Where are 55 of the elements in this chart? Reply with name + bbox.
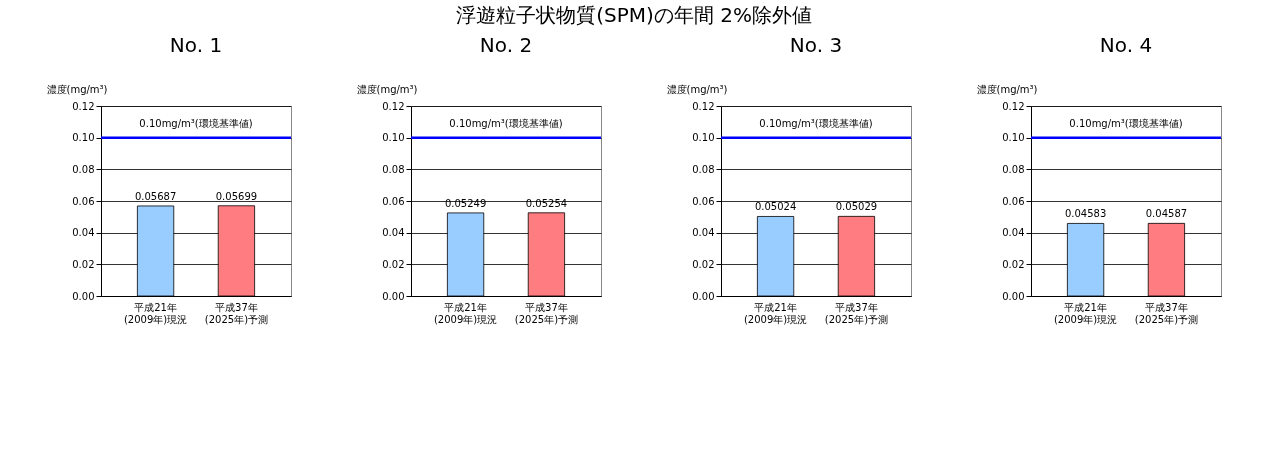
data-label: 0.04583 — [1064, 208, 1107, 220]
y-tick-label: 0.02 — [692, 258, 715, 270]
data-label: 0.05699 — [215, 190, 258, 202]
y-tick-label: 0.12 — [1002, 100, 1025, 112]
y-tick-label: 0.06 — [692, 195, 715, 207]
y-tick-label: 0.12 — [72, 100, 95, 112]
x-tick-label: 平成21年 (2009年)現況 — [123, 301, 188, 325]
y-tick-label: 0.06 — [72, 195, 95, 207]
chart-title: No. 4 — [1099, 33, 1153, 57]
y-tick-label: 0.00 — [1002, 290, 1025, 302]
y-tick-label: 0.06 — [382, 195, 405, 207]
y-axis-title: 濃度(mg/m³) — [976, 83, 1038, 95]
data-label: 0.04587 — [1145, 208, 1188, 220]
y-tick-label: 0.02 — [1002, 258, 1025, 270]
y-tick-label: 0.04 — [1002, 227, 1025, 239]
y-tick-label: 0.12 — [382, 100, 405, 112]
y-tick-label: 0.02 — [72, 258, 95, 270]
chart-title: No. 2 — [479, 33, 533, 57]
y-tick-label: 0.06 — [1002, 195, 1025, 207]
data-label: 0.05029 — [835, 201, 878, 213]
y-tick-label: 0.04 — [382, 227, 405, 239]
data-label: 0.05024 — [754, 201, 797, 213]
y-axis-title: 濃度(mg/m³) — [356, 83, 418, 95]
y-tick-label: 0.00 — [692, 290, 715, 302]
y-tick-label: 0.00 — [72, 290, 95, 302]
x-tick-label: 平成37年 (2025年)予測 — [514, 301, 579, 325]
chart-title: No. 3 — [789, 33, 843, 57]
ref-line-label: 0.10mg/m³(環境基準値) — [139, 117, 253, 129]
y-axis-title: 濃度(mg/m³) — [46, 83, 108, 95]
y-tick-label: 0.08 — [382, 163, 405, 175]
x-tick-label: 平成21年 (2009年)現況 — [1053, 301, 1118, 325]
chart-title: No. 1 — [169, 33, 223, 57]
ref-line-label: 0.10mg/m³(環境基準値) — [449, 117, 563, 129]
y-tick-label: 0.04 — [72, 227, 95, 239]
y-tick-label: 0.04 — [692, 227, 715, 239]
x-tick-label: 平成37年 (2025年)予測 — [204, 301, 269, 325]
text: 浮遊粒子状物質(SPM)の年間 2%除外値 — [456, 2, 812, 27]
y-tick-label: 0.00 — [382, 290, 405, 302]
y-tick-label: 0.10 — [1002, 132, 1025, 144]
y-tick-label: 0.10 — [692, 132, 715, 144]
y-tick-label: 0.10 — [72, 132, 95, 144]
y-tick-label: 0.10 — [382, 132, 405, 144]
y-tick-label: 0.12 — [692, 100, 715, 112]
x-tick-label: 平成37年 (2025年)予測 — [824, 301, 889, 325]
y-tick-label: 0.08 — [72, 163, 95, 175]
data-label: 0.05687 — [134, 190, 177, 202]
y-tick-label: 0.08 — [1002, 163, 1025, 175]
x-tick-label: 平成37年 (2025年)予測 — [1134, 301, 1199, 325]
ref-line-label: 0.10mg/m³(環境基準値) — [759, 117, 873, 129]
y-axis-title: 濃度(mg/m³) — [666, 83, 728, 95]
ref-line-label: 0.10mg/m³(環境基準値) — [1069, 117, 1183, 129]
x-tick-label: 平成21年 (2009年)現況 — [433, 301, 498, 325]
y-tick-label: 0.08 — [692, 163, 715, 175]
y-tick-label: 0.02 — [382, 258, 405, 270]
x-tick-label: 平成21年 (2009年)現況 — [743, 301, 808, 325]
